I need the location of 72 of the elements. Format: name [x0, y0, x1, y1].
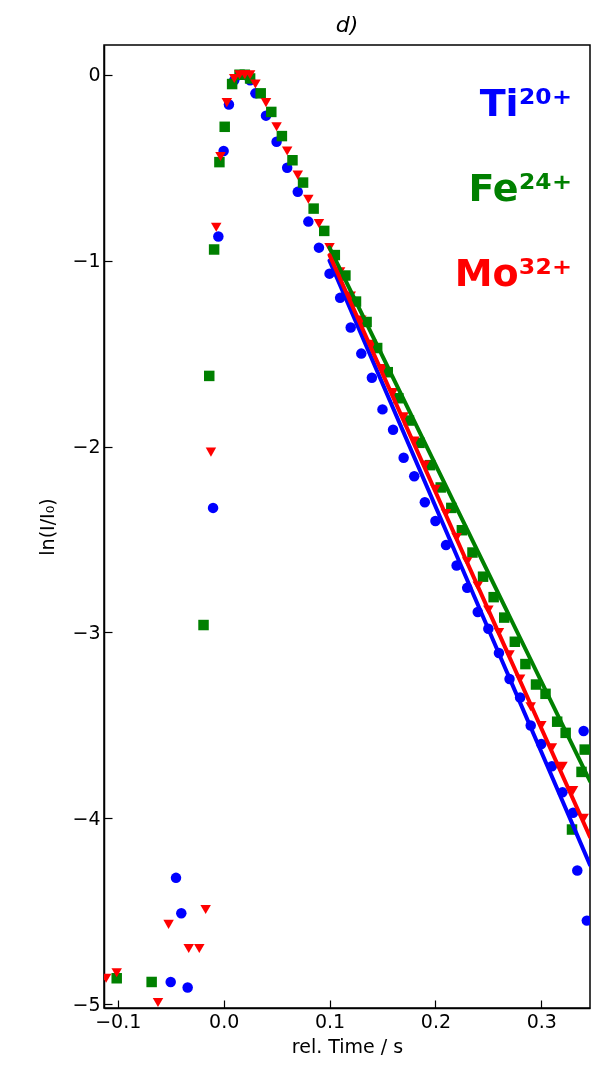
point: [170, 872, 182, 884]
point: [377, 404, 388, 415]
point: [276, 130, 288, 142]
point: [111, 968, 122, 978]
point: [398, 452, 409, 463]
point: [520, 658, 531, 670]
point: [308, 203, 319, 214]
point: [281, 146, 293, 156]
y-tick-label: −3: [72, 620, 101, 643]
point: [194, 943, 205, 954]
point: [530, 679, 542, 690]
point: [163, 919, 174, 929]
text: Mo³²⁺: [454, 251, 572, 295]
point: [219, 121, 230, 133]
x-axis-title: rel. Time / s: [291, 1034, 404, 1057]
text: Fe²⁴⁺: [468, 166, 572, 210]
point: [345, 322, 356, 333]
point: [210, 222, 222, 232]
point: [152, 997, 164, 1007]
point: [214, 156, 225, 168]
point: [204, 370, 215, 382]
point: [213, 231, 224, 242]
y-tick-label: −1: [72, 249, 101, 272]
point: [356, 348, 367, 359]
point: [244, 70, 256, 80]
y-tick-label: −2: [72, 435, 101, 458]
x-tick-label: 0.2: [420, 1009, 452, 1032]
point: [581, 915, 590, 926]
point: [111, 973, 122, 984]
point: [297, 177, 309, 188]
point: [387, 424, 399, 436]
point: [572, 865, 583, 876]
point: [292, 170, 304, 180]
y-tick-label: −4: [72, 806, 101, 829]
point: [318, 225, 330, 237]
y-axis-title: ln(I/I₀): [36, 498, 59, 556]
point: [250, 79, 261, 89]
y-tick-label: 0: [88, 63, 101, 86]
point: [313, 218, 325, 229]
point: [260, 98, 272, 108]
point: [303, 216, 314, 227]
point: [215, 152, 226, 162]
point: [208, 244, 220, 255]
point: [200, 904, 211, 915]
point: [303, 194, 314, 204]
point: [430, 515, 441, 527]
point: [255, 88, 266, 99]
point: [287, 155, 298, 166]
point: [165, 976, 176, 988]
y-tick-label: −5: [72, 992, 101, 1015]
point: [579, 744, 590, 755]
point: [266, 106, 277, 118]
point: [419, 497, 431, 508]
point: [366, 372, 378, 384]
point: [205, 447, 217, 457]
point: [292, 186, 304, 198]
point: [198, 619, 209, 631]
chart-title: d): [335, 12, 359, 37]
point: [182, 982, 193, 993]
point: [408, 471, 420, 482]
point: [271, 122, 282, 132]
point: [146, 976, 157, 988]
x-tick-label: 0.0: [209, 1009, 240, 1032]
point: [440, 539, 452, 551]
point: [207, 502, 219, 514]
text: Ti²⁰⁺: [479, 81, 572, 125]
point: [183, 943, 194, 954]
x-tick-label: 0.3: [526, 1009, 557, 1032]
point: [313, 242, 325, 253]
x-tick-label: 0.1: [314, 1009, 346, 1032]
point: [176, 907, 187, 919]
point: [578, 725, 589, 737]
